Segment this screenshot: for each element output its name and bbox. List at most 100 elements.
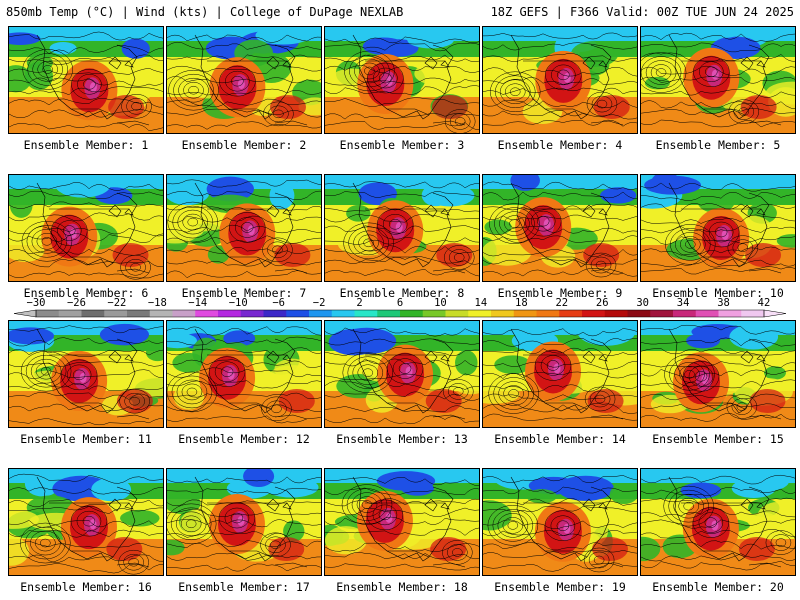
- ensemble-caption-13: Ensemble Member: 13: [324, 432, 480, 446]
- ensemble-caption-4: Ensemble Member: 4: [482, 138, 638, 152]
- colorbar-swatch: [218, 310, 242, 317]
- ensemble-caption-16: Ensemble Member: 16: [8, 580, 164, 594]
- temperature-colorbar: −30 −26 −22 −18 −14 −10 −6 −2 2 6 10 14 18 22 26 30 34 38…: [13, 297, 787, 318]
- ensemble-cell-3: Ensemble Member: 3: [324, 26, 480, 152]
- colorbar-tick-label: −10: [229, 297, 248, 309]
- ensemble-cell-2: Ensemble Member: 2: [166, 26, 322, 152]
- colorbar-swatch: [491, 310, 515, 317]
- caption-prefix: Ensemble Member:: [20, 580, 138, 594]
- ensemble-caption-12: Ensemble Member: 12: [166, 432, 322, 446]
- caption-prefix: Ensemble Member:: [497, 138, 616, 152]
- colorbar-swatch: [127, 310, 151, 317]
- temperature-map-16: [9, 469, 163, 575]
- colorbar-tick-label: −14: [188, 297, 207, 309]
- ensemble-map-1: [8, 26, 164, 134]
- ensemble-map-9: [482, 174, 638, 282]
- ensemble-map-7: [166, 174, 322, 282]
- member-number: 18: [453, 580, 468, 594]
- temperature-map-17: [167, 469, 321, 575]
- caption-prefix: Ensemble Member:: [23, 138, 142, 152]
- ensemble-map-16: [8, 468, 164, 576]
- member-number: 9: [615, 286, 623, 300]
- colorbar-swatch: [354, 310, 378, 317]
- ensemble-caption-3: Ensemble Member: 3: [324, 138, 480, 152]
- colorbar-swatch: [536, 310, 560, 317]
- colorbar-swatch: [104, 310, 128, 317]
- colorbar-swatch: [718, 310, 742, 317]
- ensemble-map-13: [324, 320, 480, 428]
- colorbar-swatch: [422, 310, 446, 317]
- member-number: 1: [141, 138, 149, 152]
- caption-prefix: Ensemble Member:: [181, 138, 300, 152]
- ensemble-cell-10: Ensemble Member: 10: [640, 174, 796, 300]
- member-number: 6: [141, 286, 149, 300]
- colorbar-swatch: [513, 310, 537, 317]
- colorbar-tick-label: −22: [107, 297, 126, 309]
- colorbar-swatch: [604, 310, 628, 317]
- ensemble-map-4: [482, 26, 638, 134]
- ensemble-map-17: [166, 468, 322, 576]
- temperature-map-9: [483, 175, 637, 281]
- ensemble-map-5: [640, 26, 796, 134]
- caption-prefix: Ensemble Member:: [181, 286, 300, 300]
- colorbar-tick-label: −26: [67, 297, 86, 309]
- temperature-map-19: [483, 469, 637, 575]
- caption-prefix: Ensemble Member:: [652, 580, 770, 594]
- colorbar-swatch: [400, 310, 424, 317]
- colorbar-tick-label: 22: [555, 297, 568, 309]
- colorbar-tick-label: 38: [717, 297, 730, 309]
- caption-prefix: Ensemble Member:: [20, 432, 138, 446]
- ensemble-cell-8: Ensemble Member: 8: [324, 174, 480, 300]
- ensemble-cell-15: Ensemble Member: 15: [640, 320, 796, 446]
- caption-prefix: Ensemble Member:: [652, 286, 770, 300]
- member-number: 17: [295, 580, 310, 594]
- colorbar-swatch: [673, 310, 697, 317]
- temperature-map-6: [9, 175, 163, 281]
- caption-prefix: Ensemble Member:: [339, 138, 458, 152]
- temperature-map-15: [641, 321, 795, 427]
- colorbar-tick-label: −6: [272, 297, 285, 309]
- colorbar-tick-label: −2: [313, 297, 326, 309]
- caption-prefix: Ensemble Member:: [497, 286, 616, 300]
- member-number: 10: [769, 286, 784, 300]
- colorbar-swatch: [468, 310, 492, 317]
- colorbar-swatch: [36, 310, 60, 317]
- ensemble-caption-11: Ensemble Member: 11: [8, 432, 164, 446]
- member-number: 15: [769, 432, 784, 446]
- colorbar-swatch: [149, 310, 173, 317]
- ensemble-map-15: [640, 320, 796, 428]
- ensemble-cell-1: Ensemble Member: 1: [8, 26, 164, 152]
- colorbar-tick-label: −30: [27, 297, 46, 309]
- ensemble-map-11: [8, 320, 164, 428]
- temperature-map-2: [167, 27, 321, 133]
- temperature-map-14: [483, 321, 637, 427]
- colorbar-swatch: [445, 310, 469, 317]
- ensemble-caption-6: Ensemble Member: 6: [8, 286, 164, 300]
- ensemble-cell-12: Ensemble Member: 12: [166, 320, 322, 446]
- caption-prefix: Ensemble Member:: [23, 286, 142, 300]
- ensemble-caption-17: Ensemble Member: 17: [166, 580, 322, 594]
- colorbar-swatch: [331, 310, 355, 317]
- ensemble-caption-7: Ensemble Member: 7: [166, 286, 322, 300]
- temperature-map-4: [483, 27, 637, 133]
- caption-prefix: Ensemble Member:: [178, 432, 296, 446]
- caption-prefix: Ensemble Member:: [494, 432, 612, 446]
- ensemble-cell-11: Ensemble Member: 11: [8, 320, 164, 446]
- colorbar-swatch: [309, 310, 333, 317]
- ensemble-map-10: [640, 174, 796, 282]
- temperature-map-3: [325, 27, 479, 133]
- colorbar-tick-label: 2: [356, 297, 362, 309]
- ensemble-caption-15: Ensemble Member: 15: [640, 432, 796, 446]
- ensemble-map-20: [640, 468, 796, 576]
- ensemble-caption-2: Ensemble Member: 2: [166, 138, 322, 152]
- colorbar-max-arrow: [763, 309, 787, 318]
- colorbar-swatch: [81, 310, 105, 317]
- colorbar-tick-label: 26: [596, 297, 609, 309]
- temperature-map-8: [325, 175, 479, 281]
- ensemble-caption-19: Ensemble Member: 19: [482, 580, 638, 594]
- colorbar-swatch: [377, 310, 401, 317]
- caption-prefix: Ensemble Member:: [178, 580, 296, 594]
- ensemble-map-14: [482, 320, 638, 428]
- member-number: 3: [457, 138, 465, 152]
- ensemble-cell-14: Ensemble Member: 14: [482, 320, 638, 446]
